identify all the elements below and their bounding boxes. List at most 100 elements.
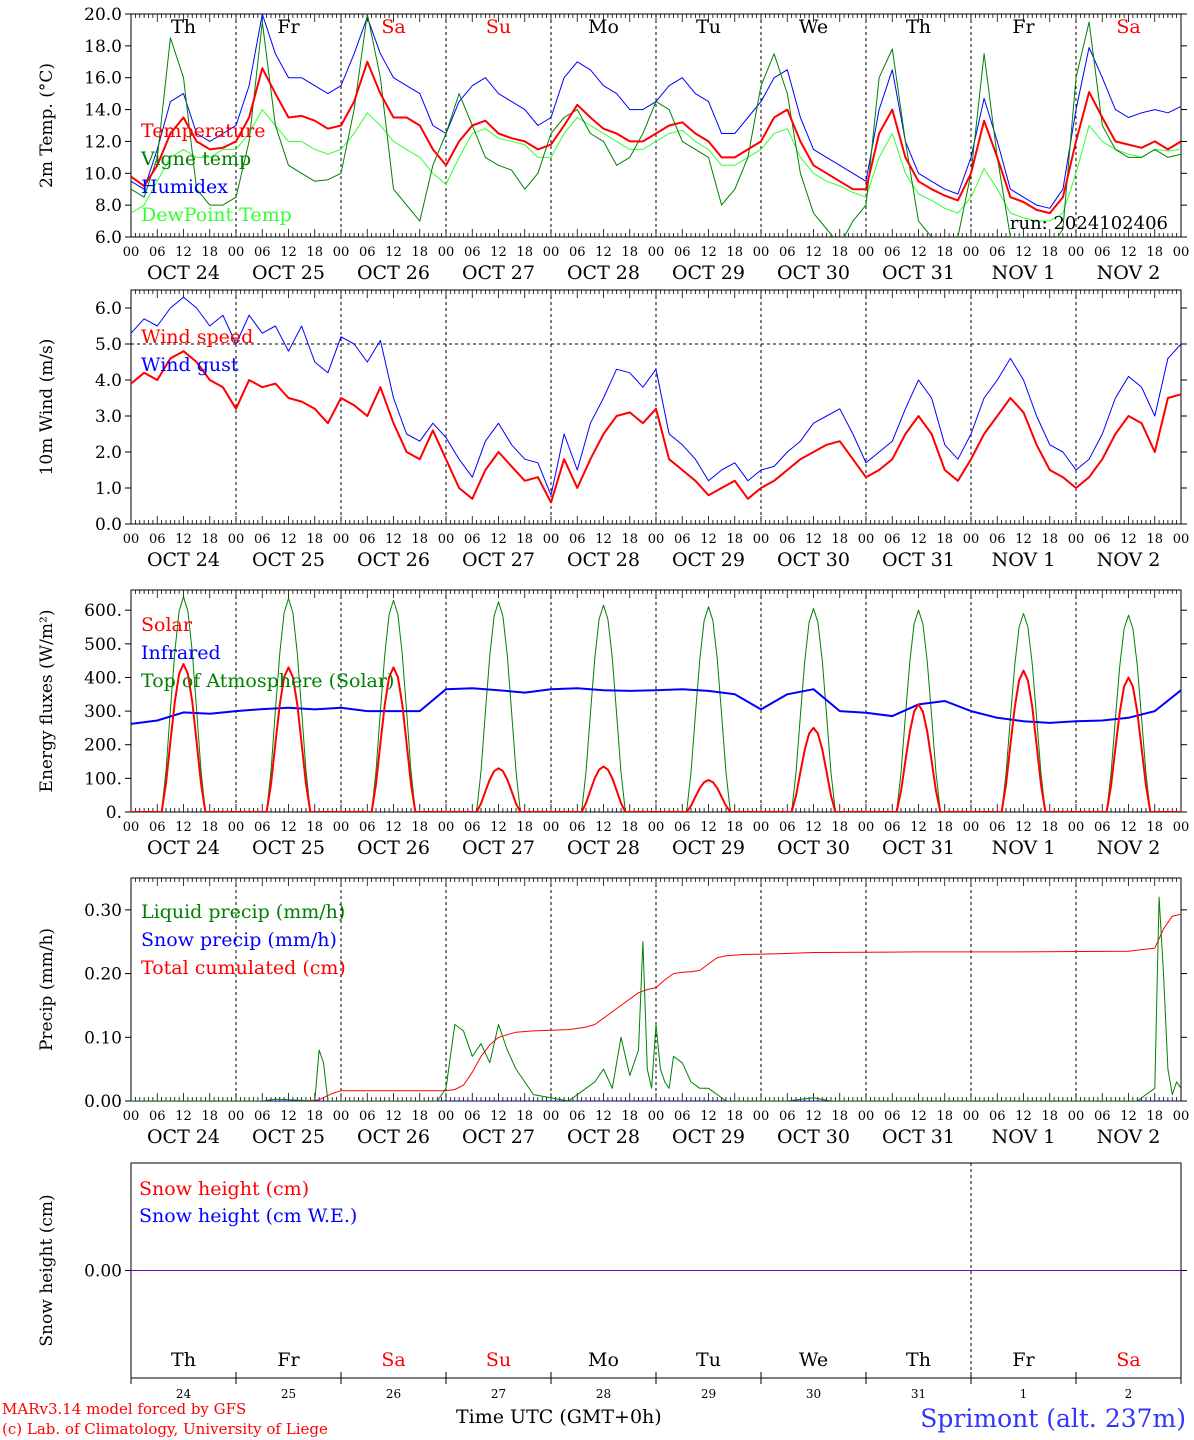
x-hour-label: 12 <box>910 532 927 547</box>
x-hour-label: 12 <box>175 245 192 260</box>
x-hour-label: 18 <box>831 1109 848 1124</box>
x-hour-label: 18 <box>411 1109 428 1124</box>
x-hour-label: 18 <box>831 532 848 547</box>
legend-entry: Snow height (cm W.E.) <box>139 1205 357 1227</box>
y-axis-label: Snow height (cm) <box>37 1194 57 1346</box>
x-hour-label: 00 <box>1068 245 1085 260</box>
y-tick-label: 400. <box>84 668 122 688</box>
x-hour-label: 18 <box>1041 1109 1058 1124</box>
x-date-label: OCT 27 <box>462 549 535 571</box>
x-day-number: 24 <box>176 1387 192 1401</box>
x-hour-label: 00 <box>438 532 455 547</box>
x-hour-label: 06 <box>464 245 481 260</box>
x-hour-label: 00 <box>333 820 350 835</box>
y-axis-label: 10m Wind (m/s) <box>37 339 57 476</box>
x-hour-label: 00 <box>648 532 665 547</box>
y-tick-label: 1.0 <box>95 479 122 499</box>
x-hour-label: 12 <box>490 532 507 547</box>
x-date-label: OCT 31 <box>882 1126 955 1148</box>
x-date-label: OCT 24 <box>147 1126 220 1148</box>
x-hour-label: 18 <box>936 820 953 835</box>
day-name-label: Sa <box>381 16 405 38</box>
x-hour-label: 00 <box>648 1109 665 1124</box>
x-hour-label: 12 <box>700 245 717 260</box>
x-date-label: OCT 28 <box>567 549 640 571</box>
panel-temp <box>125 13 1187 238</box>
x-day-number: 27 <box>491 1387 506 1401</box>
x-hour-label: 18 <box>621 532 638 547</box>
x-hour-label: 00 <box>438 820 455 835</box>
x-hour-label: 18 <box>411 245 428 260</box>
x-hour-label: 06 <box>254 1109 271 1124</box>
series-line-infrared <box>131 687 1181 725</box>
x-hour-label: 00 <box>648 245 665 260</box>
x-hour-label: 12 <box>910 245 927 260</box>
x-hour-label: 18 <box>1041 245 1058 260</box>
y-tick-label: 0.20 <box>84 965 122 985</box>
y-tick-label: 0. <box>106 803 122 823</box>
day-name-label: Fr <box>277 16 300 38</box>
x-date-label: OCT 26 <box>357 549 430 571</box>
legend-entry: Humidex <box>141 176 228 198</box>
x-hour-label: 00 <box>963 820 980 835</box>
x-hour-label: 00 <box>228 1109 245 1124</box>
legend-entry: Liquid precip (mm/h) <box>141 901 345 923</box>
y-axis-label: Precip (mm/h) <box>37 928 57 1051</box>
x-hour-label: 18 <box>306 1109 323 1124</box>
x-hour-label: 12 <box>385 532 402 547</box>
x-hour-label: 00 <box>963 1109 980 1124</box>
x-hour-label: 12 <box>280 245 297 260</box>
y-tick-label: 500. <box>84 635 122 655</box>
x-hour-label: 18 <box>201 532 218 547</box>
x-hour-label: 06 <box>254 245 271 260</box>
day-name-label: Fr <box>1012 16 1035 38</box>
x-date-label: OCT 31 <box>882 262 955 284</box>
y-tick-label: 0.0 <box>95 515 122 535</box>
x-date-label: OCT 28 <box>567 837 640 859</box>
x-hour-label: 06 <box>464 1109 481 1124</box>
x-date-label: OCT 29 <box>672 837 745 859</box>
x-hour-label: 12 <box>1015 245 1032 260</box>
x-hour-label: 06 <box>359 1109 376 1124</box>
x-hour-label: 06 <box>359 532 376 547</box>
x-hour-label: 00 <box>753 820 770 835</box>
x-hour-label: 12 <box>280 532 297 547</box>
x-date-label: OCT 31 <box>882 549 955 571</box>
x-hour-label: 00 <box>123 245 140 260</box>
x-day-number: 29 <box>701 1387 716 1401</box>
y-tick-label: 12.0 <box>84 132 122 152</box>
x-hour-label: 00 <box>228 245 245 260</box>
y-tick-label: 14.0 <box>84 101 122 121</box>
x-hour-label: 18 <box>1146 820 1163 835</box>
x-hour-label: 12 <box>385 1109 402 1124</box>
x-hour-label: 18 <box>936 532 953 547</box>
x-date-label: OCT 26 <box>357 1126 430 1148</box>
x-hour-label: 06 <box>884 1109 901 1124</box>
x-date-label: OCT 26 <box>357 837 430 859</box>
x-hour-label: 00 <box>123 1109 140 1124</box>
day-name-label: Fr <box>277 1349 300 1371</box>
x-date-label: OCT 26 <box>357 262 430 284</box>
y-tick-label: 10.0 <box>84 164 122 184</box>
x-day-number: 26 <box>386 1387 401 1401</box>
x-date-label: NOV 2 <box>1097 1126 1161 1148</box>
x-hour-label: 06 <box>989 820 1006 835</box>
x-hour-label: 06 <box>569 245 586 260</box>
x-hour-label: 06 <box>359 820 376 835</box>
x-hour-label: 18 <box>516 532 533 547</box>
x-hour-label: 12 <box>175 1109 192 1124</box>
x-date-label: OCT 25 <box>252 262 325 284</box>
station-label: Sprimont (alt. 237m) <box>920 1404 1186 1433</box>
x-hour-label: 12 <box>175 820 192 835</box>
y-axis-label: Energy fluxes (W/m²) <box>37 610 57 793</box>
x-hour-label: 00 <box>1068 820 1085 835</box>
series-line-temperature <box>131 60 1181 215</box>
x-hour-label: 18 <box>411 820 428 835</box>
y-tick-label: 600. <box>84 601 122 621</box>
series-line-total-cumulated-cm <box>131 913 1181 1101</box>
x-hour-label: 00 <box>753 1109 770 1124</box>
x-date-label: OCT 30 <box>777 549 850 571</box>
x-hour-label: 18 <box>1146 532 1163 547</box>
y-tick-label: 0.00 <box>84 1092 122 1112</box>
series-line-wind-speed <box>131 350 1181 504</box>
